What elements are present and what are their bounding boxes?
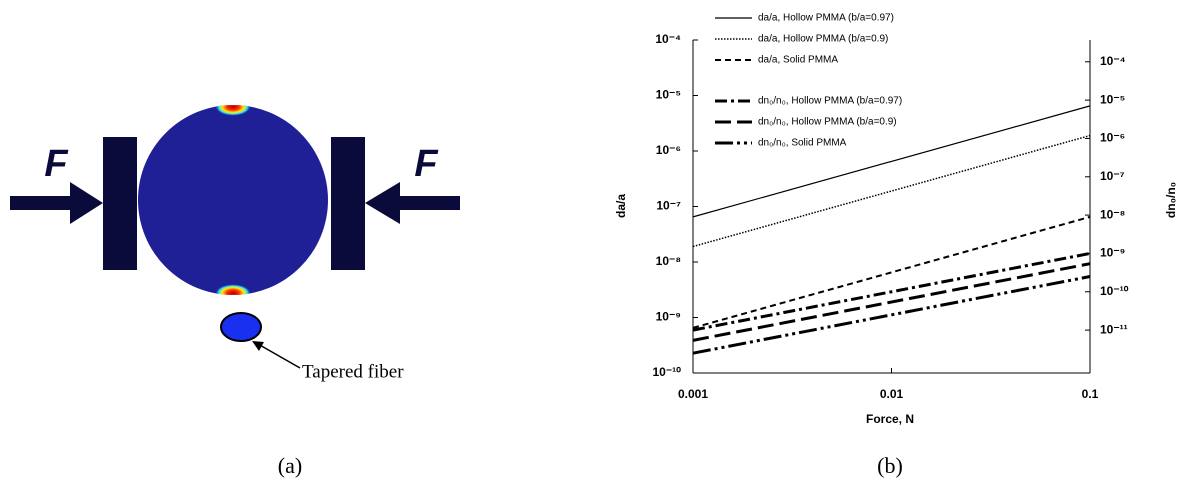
force-arrow [10, 182, 103, 224]
series-line [693, 253, 1090, 330]
legend-label: dn₀/n₀, Solid PMMA [758, 138, 847, 149]
y2-tick-label: 10⁻⁹ [1100, 246, 1125, 260]
y2-tick-label: 10⁻⁷ [1100, 169, 1125, 183]
legend-label: da/a, Hollow PMMA (b/a=0.97) [758, 13, 894, 24]
y-axis-label: da/a [614, 194, 628, 218]
force-arrow [365, 182, 460, 224]
legend-label: dn₀/n₀, Hollow PMMA (b/a=0.9) [758, 117, 897, 128]
x-tick-label: 0.001 [678, 387, 708, 401]
x-axis-label: Force, N [866, 412, 914, 426]
panel-label: (a) [278, 453, 302, 478]
legend-label: dn₀/n₀, Hollow PMMA (b/a=0.97) [758, 96, 902, 107]
page: F F Tapered fiber (a) (b) Force, N da/a … [0, 0, 1185, 491]
y-tick-label: 10⁻⁶ [656, 143, 681, 157]
y-tick-label: 10⁻⁵ [656, 88, 681, 102]
y2-tick-label: 10⁻⁵ [1100, 92, 1125, 106]
panel-label: (b) [877, 453, 903, 478]
y-tick-label: 10⁻⁸ [656, 254, 681, 268]
x-tick-label: 0.01 [880, 387, 904, 401]
legend-label: da/a, Hollow PMMA (b/a=0.9) [758, 34, 888, 45]
y2-tick-label: 10⁻⁴ [1100, 54, 1126, 68]
force-label: F [44, 143, 69, 185]
resonator [138, 105, 328, 295]
series-line [693, 217, 1090, 328]
hot-spot [215, 98, 251, 116]
hot-spot [215, 284, 251, 302]
y-tick-label: 10⁻¹⁰ [653, 365, 682, 379]
y2-tick-label: 10⁻¹¹ [1100, 322, 1128, 336]
plate [331, 137, 365, 270]
figure: F F Tapered fiber (a) (b) Force, N da/a … [0, 0, 1185, 491]
diagram: F F Tapered fiber (a) (b) [10, 98, 903, 478]
series-line [693, 264, 1090, 341]
pointer [258, 344, 300, 368]
y-tick-label: 10⁻⁹ [656, 310, 681, 324]
fiber-label: Tapered fiber [302, 361, 404, 382]
y2-tick-label: 10⁻⁶ [1100, 131, 1125, 145]
plate [103, 137, 137, 270]
x-tick-label: 0.1 [1082, 387, 1099, 401]
series-line [693, 136, 1090, 247]
tapered-fiber [221, 313, 261, 341]
force-label: F [414, 143, 439, 185]
series-line [693, 277, 1090, 354]
y-tick-label: 10⁻⁷ [656, 199, 681, 213]
y2-tick-label: 10⁻⁸ [1100, 207, 1125, 221]
legend-label: da/a, Solid PMMA [758, 55, 838, 66]
y2-axis-label: dn₀/n₀ [1164, 182, 1178, 218]
y2-tick-label: 10⁻¹⁰ [1100, 284, 1129, 298]
y-tick-label: 10⁻⁴ [655, 32, 681, 46]
